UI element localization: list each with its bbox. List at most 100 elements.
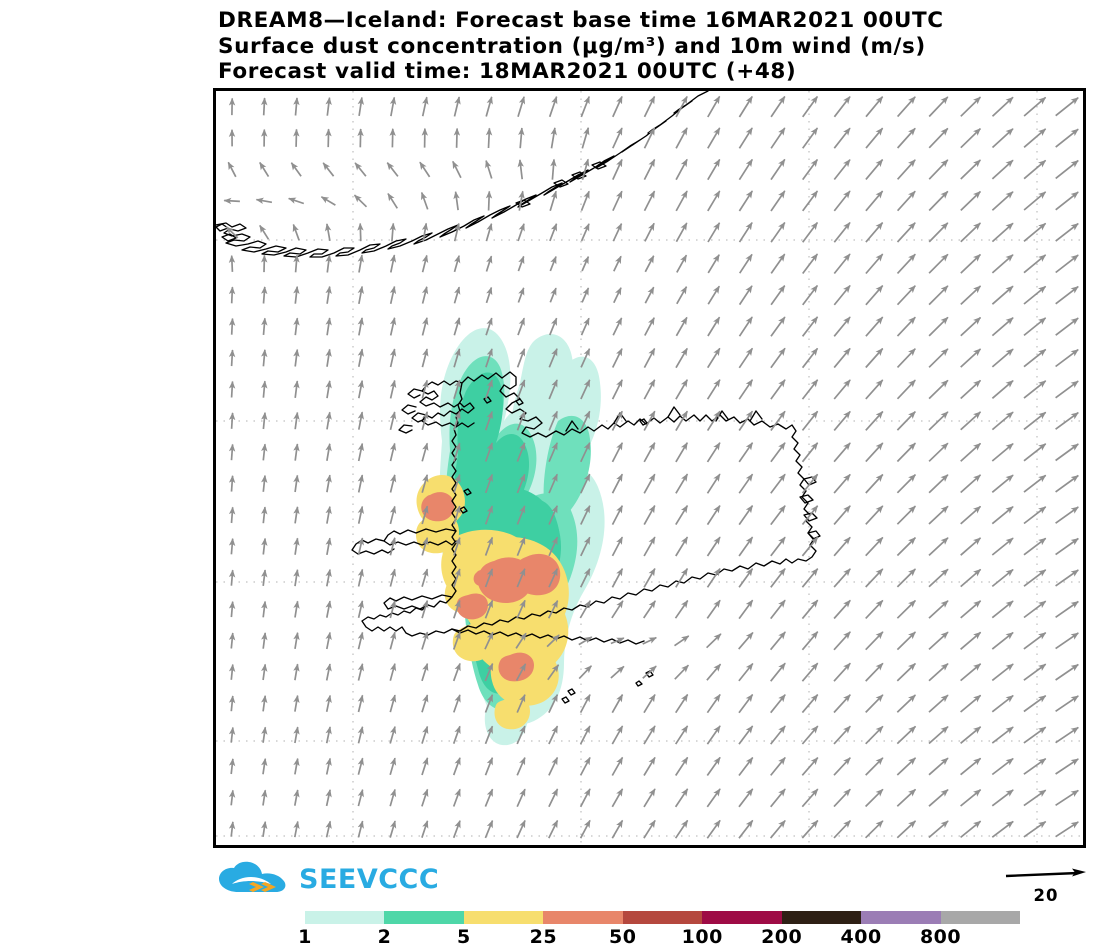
- wind-arrow: [518, 127, 525, 149]
- wind-arrow: [865, 820, 884, 839]
- wind-arrow: [579, 819, 591, 839]
- wind-arrow: [991, 222, 1014, 243]
- iceland-coastline: [361, 371, 817, 637]
- wind-arrow: [261, 97, 268, 116]
- wind-arrow: [325, 474, 332, 493]
- wind-arrow: [228, 506, 236, 524]
- wind-arrow: [421, 96, 429, 117]
- wind-arrow: [1055, 348, 1079, 368]
- wind-arrow: [676, 254, 688, 273]
- wind-arrow: [547, 664, 560, 681]
- wind-arrow: [484, 662, 494, 682]
- wind-arrow: [357, 663, 364, 681]
- wind-arrow: [1055, 506, 1079, 524]
- wind-arrow: [801, 788, 819, 808]
- wind-arrow: [675, 442, 689, 463]
- wind-arrow: [1055, 537, 1079, 556]
- wind-arrow: [389, 600, 397, 619]
- wind-arrow: [293, 663, 300, 681]
- wind-arrow: [420, 191, 429, 210]
- wind-arrow: [515, 632, 527, 649]
- wind-arrow: [960, 285, 982, 306]
- wind-arrow: [485, 127, 493, 149]
- wind-arrow: [833, 788, 851, 808]
- wind-arrow: [580, 223, 590, 242]
- wind-arrow: [960, 600, 982, 619]
- wind-arrow: [548, 568, 559, 588]
- colorbar-label-0: 1: [298, 926, 312, 948]
- wind-vector-field: [223, 95, 1079, 839]
- wind-arrow: [738, 127, 753, 149]
- wind-arrow: [452, 757, 461, 776]
- wind-arrow: [228, 412, 236, 429]
- wind-arrow: [865, 599, 884, 619]
- wind-arrow: [896, 222, 916, 243]
- wind-arrow: [293, 726, 300, 744]
- wind-arrow: [516, 410, 526, 431]
- wind-arrow: [991, 757, 1014, 776]
- wind-arrow: [1055, 443, 1079, 462]
- wind-arrow: [896, 694, 916, 713]
- wind-arrow: [865, 473, 884, 494]
- wind-arrow: [928, 568, 949, 588]
- wind-arrow: [738, 285, 753, 306]
- wind-arrow: [991, 820, 1014, 838]
- wind-arrow: [611, 505, 624, 525]
- wind-arrow: [453, 127, 461, 148]
- wind-arrow: [516, 379, 526, 400]
- wind-arrow: [1023, 820, 1047, 838]
- wind-arrow: [928, 316, 949, 337]
- wind-arrow: [991, 379, 1014, 399]
- wind-arrow: [611, 473, 624, 494]
- colorbar-cell-5: [702, 911, 782, 924]
- wind-arrow: [833, 159, 851, 181]
- wind-arrow: [802, 221, 819, 243]
- colorbar-label-5: 100: [681, 926, 723, 948]
- forecast-map-panel[interactable]: [213, 88, 1086, 848]
- wind-arrow: [452, 631, 461, 650]
- map-canvas: [216, 91, 1083, 845]
- wind-arrow: [928, 788, 949, 807]
- wind-arrow: [928, 379, 949, 400]
- wind-arrow: [675, 379, 689, 400]
- wind-arrow: [801, 757, 819, 776]
- wind-arrow: [261, 569, 268, 587]
- wind-arrow: [896, 348, 916, 368]
- wind-arrow: [389, 222, 396, 242]
- wind-arrow: [960, 253, 981, 274]
- wind-arrow: [546, 634, 560, 648]
- wind-arrow: [290, 162, 302, 177]
- wind-arrow: [611, 568, 624, 588]
- wind-arrow: [928, 474, 949, 494]
- wind-arrow: [770, 694, 786, 714]
- wind-arrow: [357, 96, 365, 117]
- wind-arrow: [928, 537, 949, 557]
- wind-arrow: [389, 537, 397, 556]
- wind-arrow: [389, 663, 397, 681]
- wind-arrow: [453, 286, 461, 304]
- wind-arrow: [770, 410, 786, 432]
- wind-arrow: [453, 505, 461, 525]
- wind-arrow: [325, 726, 332, 744]
- wind-arrow: [228, 695, 236, 712]
- wind-arrow: [228, 286, 236, 304]
- wind-arrow: [801, 316, 819, 337]
- wind-arrow: [865, 631, 884, 651]
- wind-arrow: [261, 317, 268, 335]
- wind-arrow: [293, 380, 300, 399]
- wind-arrow: [357, 820, 364, 838]
- wind-arrow: [770, 316, 786, 337]
- wind-arrow: [643, 536, 656, 557]
- wind-arrow: [516, 505, 526, 525]
- wind-arrow: [928, 662, 949, 682]
- wind-arrow: [896, 725, 917, 745]
- wind-arrow: [1023, 222, 1047, 242]
- wind-arrow: [518, 190, 525, 211]
- wind-arrow: [928, 411, 949, 431]
- wind-arrow: [613, 255, 622, 272]
- wind-arrow: [389, 757, 397, 776]
- wind-arrow: [833, 316, 851, 337]
- wind-arrow: [357, 411, 365, 430]
- wind-arrow: [833, 599, 851, 620]
- wind-arrow: [833, 631, 851, 651]
